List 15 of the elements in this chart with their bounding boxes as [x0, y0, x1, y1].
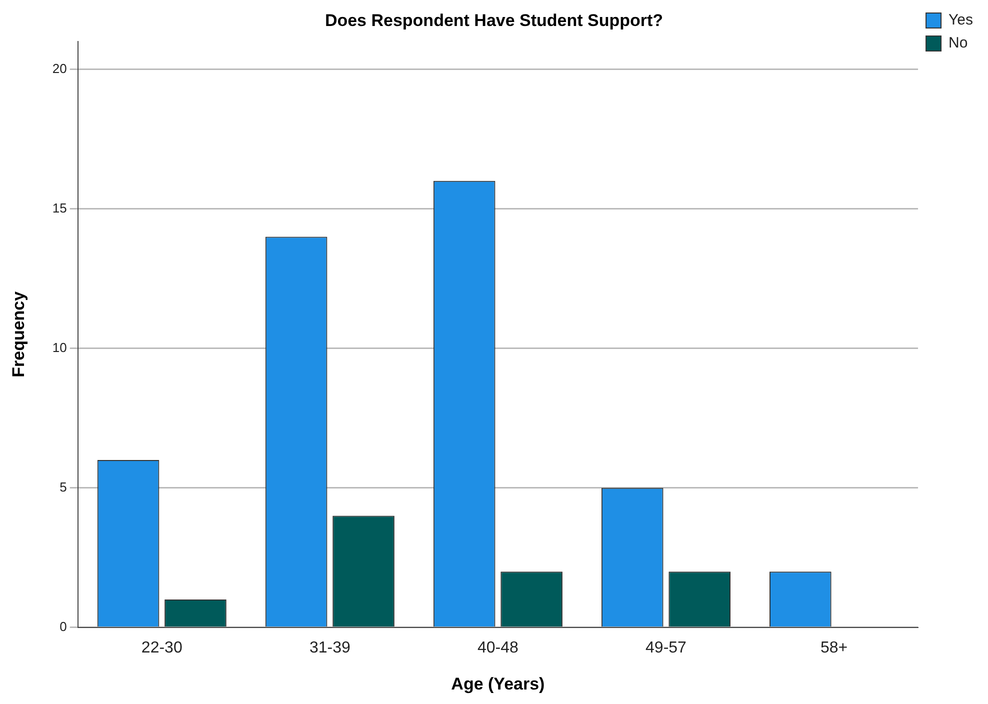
- x-tick-label: 22-30: [141, 639, 182, 656]
- x-tick-label: 49-57: [646, 639, 687, 656]
- legend-label: No: [948, 34, 968, 52]
- y-axis-title: Frequency: [8, 290, 28, 378]
- y-tick-label: 5: [60, 479, 67, 494]
- y-tick-label: 10: [52, 340, 67, 355]
- x-axis-title: Age (Years): [451, 674, 545, 694]
- y-tick-label: 0: [60, 618, 67, 634]
- chart-title: Does Respondent Have Student Support?: [324, 10, 664, 30]
- x-tick-label: 40-48: [477, 639, 519, 656]
- legend-label: Yes: [948, 12, 974, 29]
- x-tick-label: 31-39: [309, 639, 350, 656]
- y-tick-label: 20: [52, 60, 67, 76]
- y-tick-label: 15: [52, 200, 67, 216]
- x-tick-label: 58+: [820, 639, 848, 656]
